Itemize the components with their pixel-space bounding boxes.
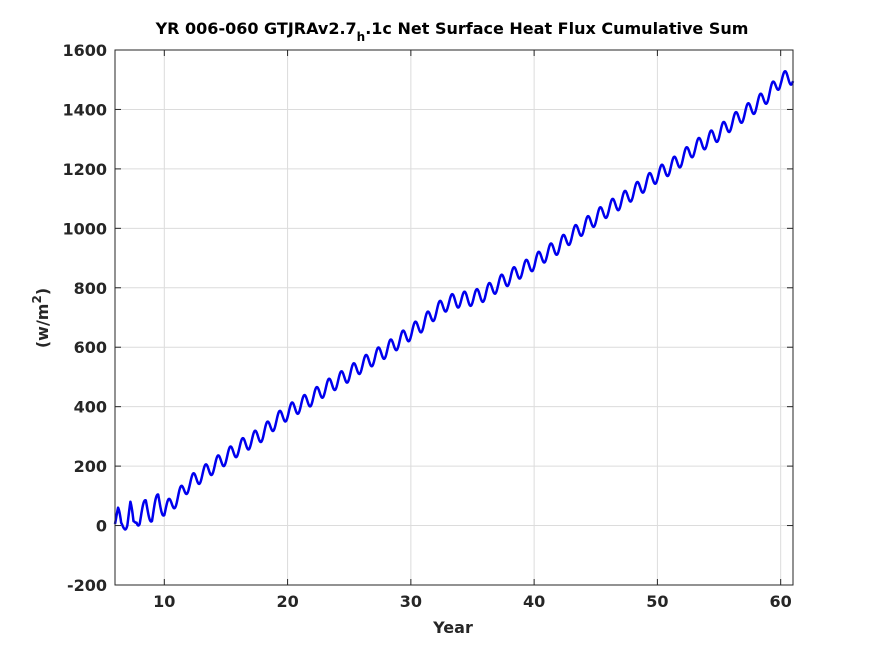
chart-title: YR 006-060 GTJRAv2.7h.1c Net Surface Hea… [155, 19, 749, 44]
y-tick-label: 1000 [62, 219, 107, 238]
title-subscript: h [357, 30, 366, 44]
y-tick-label: 800 [74, 279, 107, 298]
y-tick-label: 1200 [62, 160, 107, 179]
x-tick-label: 40 [523, 592, 545, 611]
plot-frame [114, 49, 794, 586]
y-tick-label: 0 [96, 517, 107, 536]
x-tick-label: 20 [276, 592, 298, 611]
plot-area [115, 50, 793, 585]
x-axis-label: Year [432, 618, 473, 637]
y-tick-label: 400 [74, 398, 107, 417]
y-tick-label: -200 [67, 576, 107, 595]
y-tick-labels: -200 0 200 400 600 800 1000 1200 1400 1600 [62, 41, 107, 595]
y-axis-label: (w/m2) [30, 288, 52, 348]
x-tick-label: 60 [770, 592, 792, 611]
grid-lines [115, 50, 793, 585]
y-tick-label: 200 [74, 457, 107, 476]
series-line-net-surface-heat-flux-cumsum [113, 70, 795, 531]
y-tick-label: 600 [74, 338, 107, 357]
tick-marks [115, 49, 793, 586]
series-layer [113, 70, 795, 531]
x-tick-label: 50 [646, 592, 668, 611]
x-tick-label: 10 [153, 592, 175, 611]
y-tick-label: 1600 [62, 41, 107, 60]
y-tick-label: 1400 [62, 100, 107, 119]
y-axis-label-superscript: 2 [30, 295, 44, 303]
x-tick-label: 30 [400, 592, 422, 611]
x-tick-labels: 10 20 30 40 50 60 [153, 592, 792, 611]
